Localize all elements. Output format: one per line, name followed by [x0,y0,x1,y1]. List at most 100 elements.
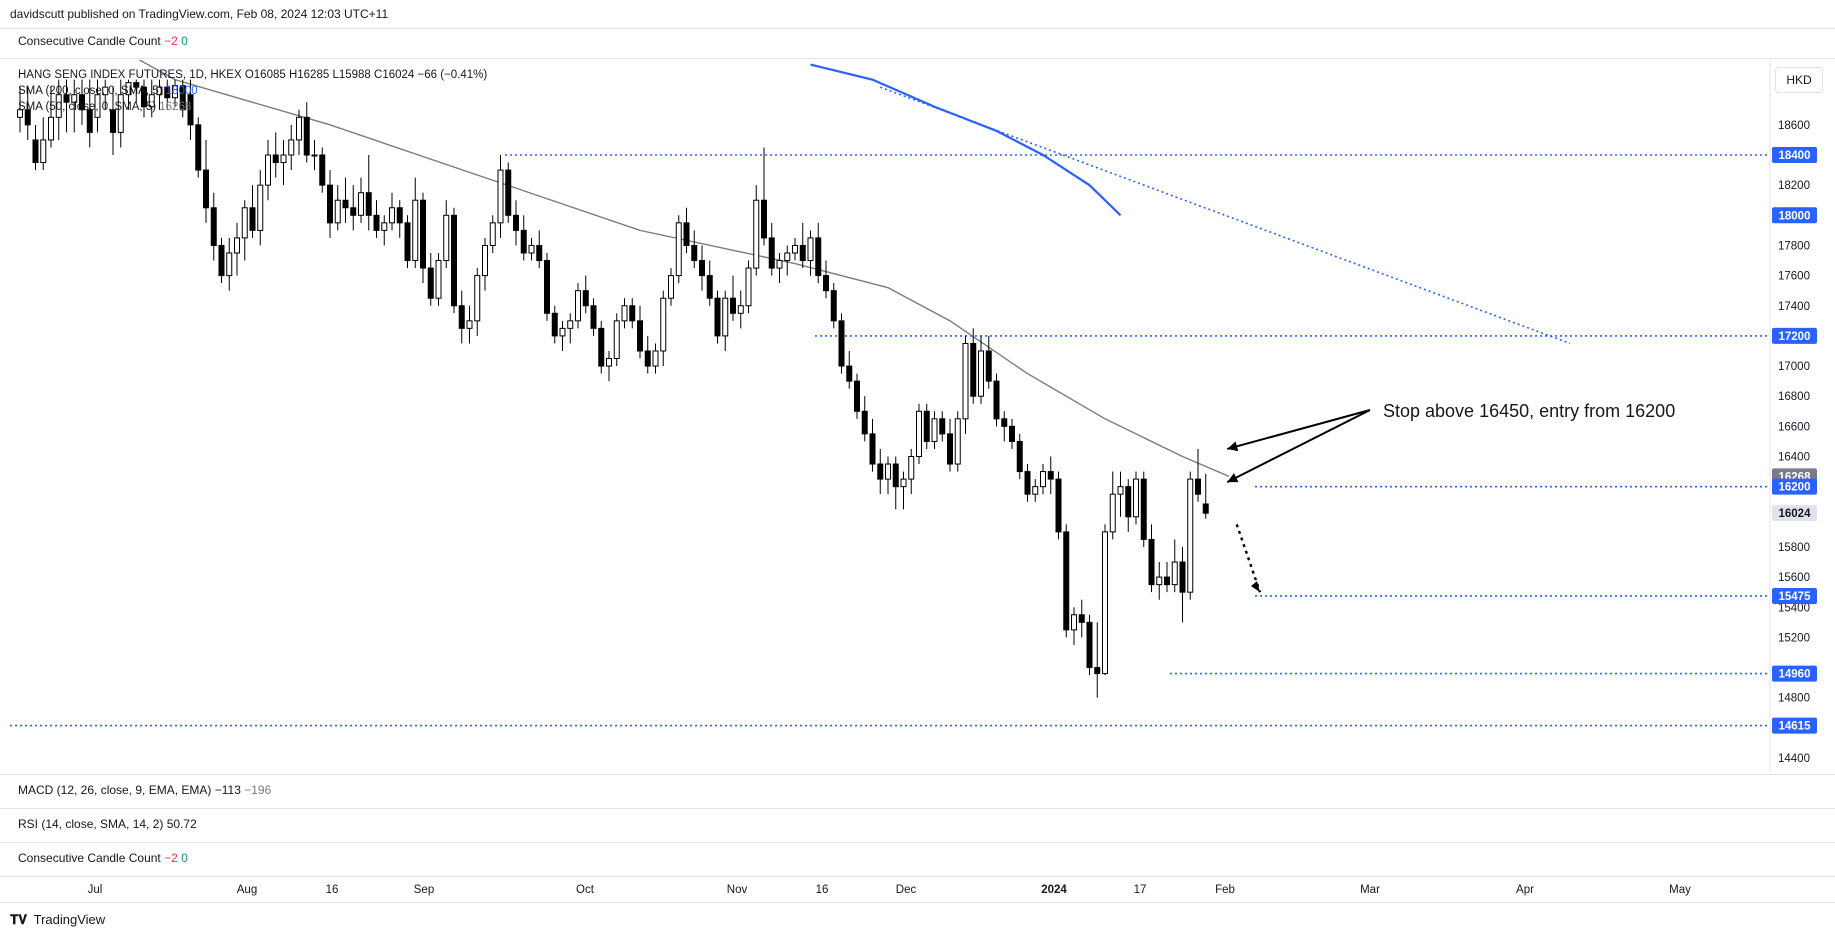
top-indicator-value-1: −2 [164,34,178,48]
candle-body [528,244,535,254]
ccc-value-2: 0 [181,851,188,865]
candle-body [567,320,574,329]
annotation-arrow-line [1226,409,1371,450]
candle-body [24,109,31,126]
candle-body [1133,478,1139,518]
plot-area[interactable] [10,19,1768,727]
sma200-legend[interactable]: SMA (200, close, 0, SMA, 5) 18000 [18,85,198,97]
price-tag-label: 16200 [1779,482,1811,494]
annotation-arrow-head [1227,441,1239,452]
price-tag [1772,327,1817,344]
candle-body [575,290,581,322]
candle-body [334,199,341,224]
candle-body [79,94,85,111]
macd-label[interactable]: MACD (12, 26, close, 9, EMA, EMA) −113 −… [18,783,271,797]
candle-body [265,154,271,186]
candle-body [1094,667,1101,675]
y-tick-label: 14400 [1778,753,1810,765]
candle-body [1102,531,1108,675]
candle-body [699,260,705,277]
dotted-arrow-head [1251,581,1260,593]
candle-body [373,214,380,231]
candle-body [621,305,628,322]
candle-body [156,86,163,96]
candle-body [117,94,124,133]
candle-body [234,237,240,254]
candle-body [241,207,248,239]
candle-body [1047,471,1054,480]
candle-body [389,207,395,224]
tradingview-logo[interactable]: 𝐓𝐕 TradingView [10,912,105,928]
sma200-legend-value: 18000 [165,85,198,97]
rsi-value: 50.72 [166,817,197,831]
candle-body [110,109,116,133]
y-tick-label: 14800 [1778,693,1810,705]
top-indicator-name: Consecutive Candle Count [18,34,161,48]
candle-body [288,139,295,156]
candle-body [939,418,946,435]
candle-body [1187,478,1194,593]
y-tick-label: 15400 [1778,602,1810,614]
y-tick-label: 15200 [1778,632,1810,644]
candle-body [55,94,62,118]
y-tick-label: 16400 [1778,452,1810,464]
x-tick-label: Apr [1516,884,1534,896]
candle-body [86,109,93,133]
tradingview-brand: TradingView [33,912,106,927]
y-tick-label: 15600 [1778,572,1810,584]
sma50-legend-label: SMA (50, close, 0, SMA, 5) [18,101,157,113]
price-tag-label: 17200 [1779,331,1811,343]
currency-button[interactable]: HKD [1775,67,1823,93]
candle-body [218,244,225,277]
symbol-legend[interactable]: HANG SENG INDEX FUTURES, 1D, HKEX O16085… [18,69,488,81]
candle-body [32,139,39,164]
sma50-legend[interactable]: SMA (50, close, 0, SMA, 5) 16268 [18,101,191,113]
candle-body [1140,478,1147,540]
rsi-pane-divider [0,808,1835,809]
candle-body [985,350,992,382]
candle-body [435,260,442,299]
candle-body [916,410,922,457]
ccc-label[interactable]: Consecutive Candle Count −2 0 [18,851,188,865]
price-tag [1772,587,1817,604]
x-tick-label: Sep [414,884,434,896]
candle-body [776,260,783,269]
candle-body [466,320,473,329]
candle-body [1086,621,1093,669]
candle-body [1063,531,1070,631]
candle-body [768,237,775,269]
x-tick-label: Oct [576,884,595,896]
x-tick-label: 17 [1134,884,1147,896]
trade-annotation: Stop above 16450, entry from 16200 [1383,401,1676,421]
candle-body [358,192,364,216]
candle-body [1009,425,1015,442]
candle-body [404,222,411,262]
footer-divider [0,902,1835,903]
price-tag [1772,207,1817,224]
candle-body [350,207,357,216]
candle-body [1117,486,1124,495]
candle-body [706,275,713,299]
candle-body [1195,478,1201,495]
price-tag-label: 15475 [1779,591,1812,603]
sma200-line [810,63,1122,217]
candle-body [691,244,698,262]
ccc-name: Consecutive Candle Count [18,851,161,865]
candle-body [1202,503,1209,514]
candle-body [830,290,837,322]
candle-body [551,312,558,337]
candle-body [1040,471,1046,488]
candle-body [737,305,744,314]
price-tag [1772,147,1817,163]
candle-body [319,154,326,186]
candle-body [427,267,434,299]
candle-body [17,109,23,118]
rsi-label[interactable]: RSI (14, close, SMA, 14, 2) 50.72 [18,817,197,831]
sma50-line [138,60,1230,478]
candle-body [443,214,450,262]
candle-body [1171,561,1178,586]
candle-body [365,192,372,216]
candle-body [1032,486,1039,495]
candle-body [807,237,814,262]
